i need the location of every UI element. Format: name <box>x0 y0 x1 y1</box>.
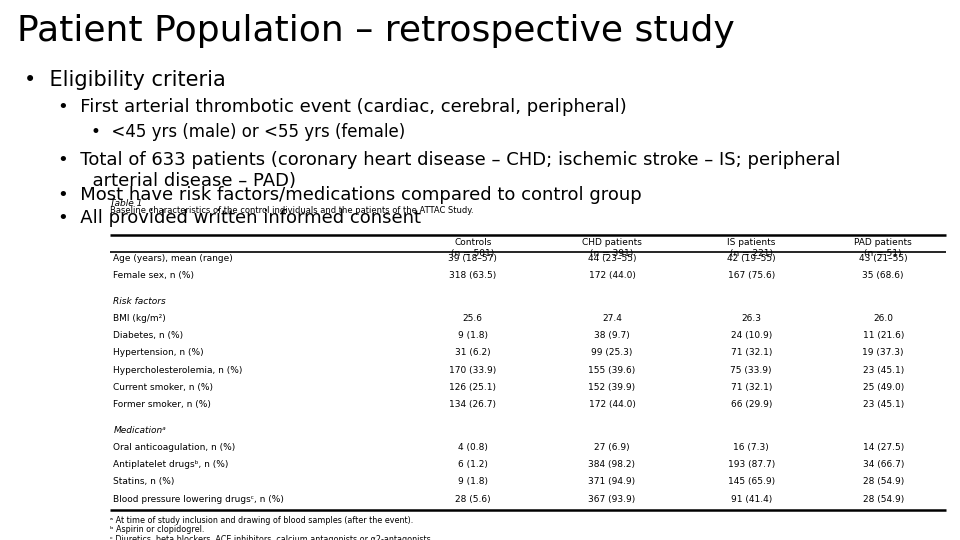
Text: 145 (65.9): 145 (65.9) <box>728 477 775 487</box>
Text: Female sex, n (%): Female sex, n (%) <box>113 271 194 280</box>
Text: Hypercholesterolemia, n (%): Hypercholesterolemia, n (%) <box>113 366 243 375</box>
Text: 25.6: 25.6 <box>463 314 483 323</box>
Text: 71 (32.1): 71 (32.1) <box>731 348 772 357</box>
Text: 27 (6.9): 27 (6.9) <box>594 443 630 452</box>
Text: 34 (66.7): 34 (66.7) <box>862 460 904 469</box>
Text: Risk factors: Risk factors <box>113 297 166 306</box>
Text: Patient Population – retrospective study: Patient Population – retrospective study <box>17 14 735 48</box>
Text: Diabetes, n (%): Diabetes, n (%) <box>113 331 183 340</box>
Text: Current smoker, n (%): Current smoker, n (%) <box>113 383 213 392</box>
Text: 23 (45.1): 23 (45.1) <box>863 366 903 375</box>
Text: 26.3: 26.3 <box>741 314 761 323</box>
Text: 75 (33.9): 75 (33.9) <box>731 366 772 375</box>
Text: Former smoker, n (%): Former smoker, n (%) <box>113 400 211 409</box>
Text: Statins, n (%): Statins, n (%) <box>113 477 175 487</box>
Text: •  <45 yrs (male) or <55 yrs (female): • <45 yrs (male) or <55 yrs (female) <box>91 123 405 140</box>
Text: 19 (37.3): 19 (37.3) <box>862 348 904 357</box>
Text: CHD patients
(n = 391): CHD patients (n = 391) <box>582 238 642 258</box>
Text: 43 (21–55): 43 (21–55) <box>859 254 907 263</box>
Text: 152 (39.9): 152 (39.9) <box>588 383 636 392</box>
Text: 14 (27.5): 14 (27.5) <box>863 443 903 452</box>
Text: 172 (44.0): 172 (44.0) <box>588 400 636 409</box>
Text: Antiplatelet drugsᵇ, n (%): Antiplatelet drugsᵇ, n (%) <box>113 460 228 469</box>
Text: 27.4: 27.4 <box>602 314 622 323</box>
Text: 38 (9.7): 38 (9.7) <box>594 331 630 340</box>
Text: IS patients
(n = 221): IS patients (n = 221) <box>727 238 776 258</box>
Text: Blood pressure lowering drugsᶜ, n (%): Blood pressure lowering drugsᶜ, n (%) <box>113 495 284 504</box>
Text: Hypertension, n (%): Hypertension, n (%) <box>113 348 204 357</box>
Text: Medicationᵃ: Medicationᵃ <box>113 426 166 435</box>
Text: •  All provided written informed consent: • All provided written informed consent <box>58 209 420 227</box>
Text: 4 (0.8): 4 (0.8) <box>458 443 488 452</box>
Text: 28 (54.9): 28 (54.9) <box>863 495 903 504</box>
Text: 384 (98.2): 384 (98.2) <box>588 460 636 469</box>
Text: Baseline characteristics of the control individuals and the patients of the ATTA: Baseline characteristics of the control … <box>110 206 474 215</box>
Text: Age (years), mean (range): Age (years), mean (range) <box>113 254 233 263</box>
Text: 155 (39.6): 155 (39.6) <box>588 366 636 375</box>
Text: 134 (26.7): 134 (26.7) <box>449 400 496 409</box>
Text: 66 (29.9): 66 (29.9) <box>731 400 772 409</box>
Text: 167 (75.6): 167 (75.6) <box>728 271 775 280</box>
Text: Oral anticoagulation, n (%): Oral anticoagulation, n (%) <box>113 443 235 452</box>
Text: 193 (87.7): 193 (87.7) <box>728 460 775 469</box>
Text: 126 (25.1): 126 (25.1) <box>449 383 496 392</box>
Text: 6 (1.2): 6 (1.2) <box>458 460 488 469</box>
Text: 26.0: 26.0 <box>874 314 893 323</box>
Text: 9 (1.8): 9 (1.8) <box>458 477 488 487</box>
Text: 170 (33.9): 170 (33.9) <box>449 366 496 375</box>
Text: 371 (94.9): 371 (94.9) <box>588 477 636 487</box>
Text: •  Eligibility criteria: • Eligibility criteria <box>24 70 226 90</box>
Text: 24 (10.9): 24 (10.9) <box>731 331 772 340</box>
Text: Table 1: Table 1 <box>110 199 143 208</box>
Text: 39 (18–57): 39 (18–57) <box>448 254 497 263</box>
Text: 28 (5.6): 28 (5.6) <box>455 495 491 504</box>
Text: 9 (1.8): 9 (1.8) <box>458 331 488 340</box>
Text: 367 (93.9): 367 (93.9) <box>588 495 636 504</box>
Text: •  Most have risk factors/medications compared to control group: • Most have risk factors/medications com… <box>58 186 641 204</box>
Text: Controls
(n = 501): Controls (n = 501) <box>451 238 494 258</box>
Text: 11 (21.6): 11 (21.6) <box>862 331 904 340</box>
Text: •  Total of 633 patients (coronary heart disease – CHD; ischemic stroke – IS; pe: • Total of 633 patients (coronary heart … <box>58 151 840 190</box>
Text: 23 (45.1): 23 (45.1) <box>863 400 903 409</box>
Text: ᵇ Aspirin or clopidogrel.: ᵇ Aspirin or clopidogrel. <box>110 525 204 535</box>
Text: ᶜ Diuretics, beta blockers, ACE inhibitors, calcium antagonists or α2-antagonist: ᶜ Diuretics, beta blockers, ACE inhibito… <box>110 535 434 540</box>
Text: 42 (19–55): 42 (19–55) <box>727 254 776 263</box>
Text: 31 (6.2): 31 (6.2) <box>455 348 491 357</box>
Text: 16 (7.3): 16 (7.3) <box>733 443 769 452</box>
Text: 91 (41.4): 91 (41.4) <box>731 495 772 504</box>
Text: 35 (68.6): 35 (68.6) <box>862 271 904 280</box>
Text: •  First arterial thrombotic event (cardiac, cerebral, peripheral): • First arterial thrombotic event (cardi… <box>58 98 626 116</box>
Text: 44 (23–55): 44 (23–55) <box>588 254 636 263</box>
Text: BMI (kg/m²): BMI (kg/m²) <box>113 314 166 323</box>
Text: 71 (32.1): 71 (32.1) <box>731 383 772 392</box>
Text: ᵃ At time of study inclusion and drawing of blood samples (after the event).: ᵃ At time of study inclusion and drawing… <box>110 516 414 525</box>
Text: 172 (44.0): 172 (44.0) <box>588 271 636 280</box>
Text: 28 (54.9): 28 (54.9) <box>863 477 903 487</box>
Text: 25 (49.0): 25 (49.0) <box>863 383 903 392</box>
Text: 318 (63.5): 318 (63.5) <box>449 271 496 280</box>
Text: PAD patients
(n = 51): PAD patients (n = 51) <box>854 238 912 258</box>
Text: 99 (25.3): 99 (25.3) <box>591 348 633 357</box>
